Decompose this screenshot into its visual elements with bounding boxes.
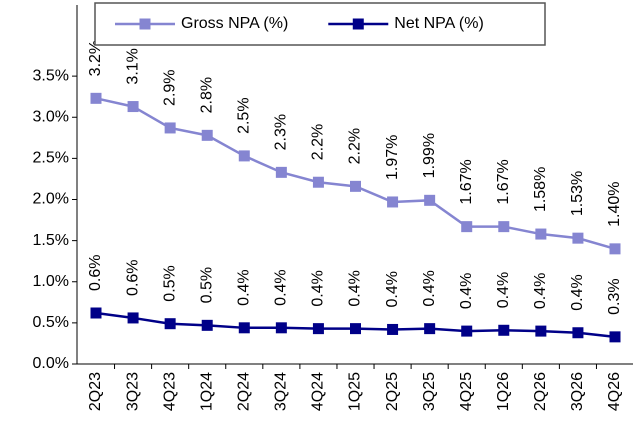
marker — [90, 307, 102, 319]
data-label: 0.4% — [273, 269, 290, 305]
data-label: 1.67% — [495, 159, 512, 204]
data-label: 0.5% — [198, 267, 215, 303]
data-label: 2.8% — [198, 77, 215, 113]
marker — [572, 327, 584, 339]
y-tick-label: 1.5% — [33, 232, 69, 249]
x-tick-label: 4Q24 — [310, 372, 327, 411]
y-tick-label: 2.0% — [33, 191, 69, 208]
data-label: 2.5% — [236, 97, 253, 133]
marker — [350, 180, 361, 192]
data-label: 0.4% — [532, 273, 549, 309]
data-label: 1.58% — [532, 167, 549, 212]
marker — [312, 323, 324, 335]
marker — [275, 322, 287, 334]
marker — [164, 122, 176, 134]
data-label: 0.4% — [569, 274, 586, 310]
data-label: 2.2% — [347, 128, 364, 164]
data-label: 1.99% — [421, 133, 438, 178]
marker — [498, 221, 510, 233]
marker — [387, 196, 399, 208]
y-tick-label: 0.0% — [33, 355, 69, 372]
marker — [461, 221, 473, 233]
marker — [424, 194, 436, 206]
marker — [535, 325, 547, 337]
data-label: 1.40% — [606, 181, 623, 226]
x-tick-label: 3Q23 — [124, 372, 141, 411]
marker — [572, 232, 584, 244]
y-tick-label: 2.5% — [33, 150, 69, 167]
x-tick-label: 1Q24 — [198, 372, 215, 411]
data-label: 0.4% — [347, 270, 364, 306]
marker — [461, 325, 473, 337]
marker — [127, 312, 139, 324]
x-tick-label: 1Q25 — [347, 372, 364, 411]
marker — [498, 324, 510, 336]
data-label: 0.5% — [161, 265, 178, 301]
data-label: 0.4% — [421, 270, 438, 306]
marker — [275, 166, 287, 178]
data-label: 0.4% — [310, 270, 327, 306]
data-label: 0.3% — [606, 278, 623, 314]
marker — [387, 323, 399, 335]
marker — [201, 129, 213, 141]
data-label: 2.9% — [161, 69, 178, 105]
x-tick-label: 3Q25 — [421, 372, 438, 411]
data-label: 0.4% — [495, 272, 512, 308]
data-label: 1.67% — [458, 159, 475, 204]
data-label: 0.4% — [458, 273, 475, 309]
x-tick-label: 3Q24 — [273, 372, 290, 411]
marker — [201, 319, 213, 331]
marker — [609, 331, 621, 343]
y-tick-label: 3.5% — [33, 67, 69, 84]
legend-marker — [139, 18, 151, 30]
y-tick-label: 1.0% — [33, 273, 69, 290]
marker — [238, 150, 250, 162]
x-tick-label: 2Q24 — [236, 372, 253, 411]
x-tick-label: 1Q26 — [495, 372, 512, 411]
marker — [90, 92, 102, 104]
x-tick-label: 2Q23 — [87, 372, 104, 411]
legend-marker — [352, 18, 364, 30]
marker — [127, 101, 139, 113]
marker — [164, 318, 176, 330]
legend-label: Gross NPA (%) — [181, 15, 288, 32]
legend-label: Net NPA (%) — [394, 15, 484, 32]
x-tick-label: 2Q26 — [532, 372, 549, 411]
x-tick-label: 3Q26 — [569, 372, 586, 411]
marker — [535, 228, 547, 240]
data-label: 3.1% — [124, 48, 141, 84]
marker — [609, 243, 621, 255]
data-label: 1.97% — [384, 135, 401, 180]
data-label: 2.2% — [310, 124, 327, 160]
data-label: 0.6% — [87, 255, 104, 291]
data-label: 2.3% — [273, 114, 290, 150]
y-tick-label: 3.0% — [33, 108, 69, 125]
data-label: 0.6% — [124, 259, 141, 295]
x-tick-label: 4Q23 — [161, 372, 178, 411]
x-tick-label: 2Q25 — [384, 372, 401, 411]
data-label: 3.2% — [87, 40, 104, 76]
data-label: 1.53% — [569, 171, 586, 216]
x-tick-label: 4Q25 — [458, 372, 475, 411]
marker — [424, 323, 436, 335]
marker — [312, 176, 324, 188]
x-tick-label: 4Q26 — [606, 372, 623, 411]
data-label: 0.4% — [384, 271, 401, 307]
y-tick-label: 0.5% — [33, 314, 69, 331]
marker — [350, 323, 361, 335]
marker — [238, 322, 250, 334]
data-label: 0.4% — [236, 269, 253, 305]
